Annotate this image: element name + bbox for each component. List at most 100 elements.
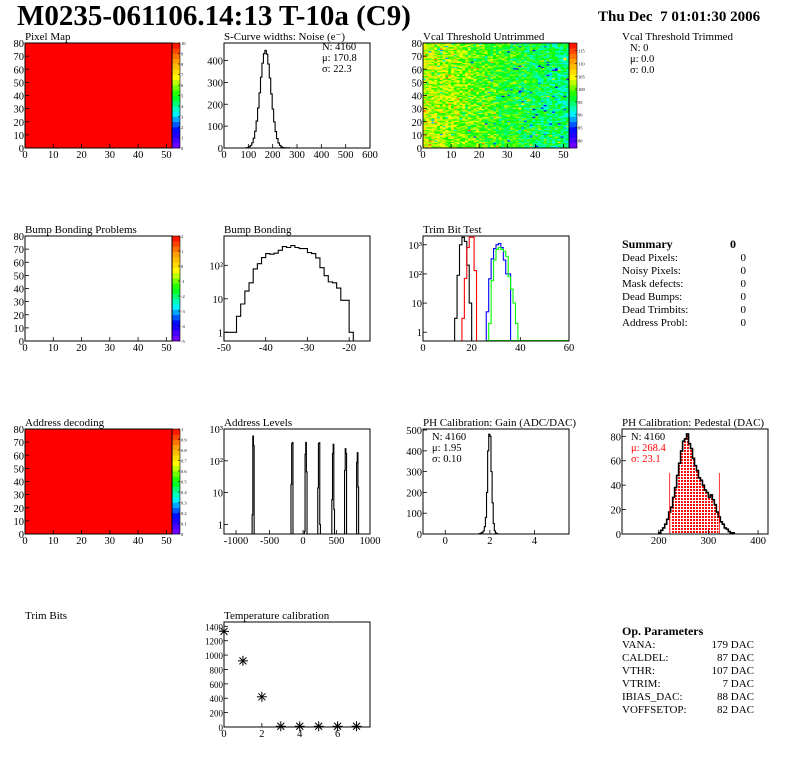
heatmap-cell	[484, 107, 488, 109]
heatmap-cell	[459, 54, 463, 57]
heatmap-cell	[512, 141, 516, 144]
heatmap-cell	[557, 109, 561, 112]
heatmap-cell	[554, 111, 559, 113]
heatmap-cell	[465, 91, 469, 94]
heatmap-cell	[532, 134, 536, 137]
heatmap-cell	[546, 54, 550, 57]
heatmap-cell	[481, 87, 486, 90]
y-tick-label: 80	[412, 39, 423, 50]
heatmap-cell	[560, 113, 564, 116]
heatmap-cell	[487, 142, 491, 145]
heatmap-cell	[501, 123, 505, 125]
heatmap-cell	[484, 133, 488, 136]
heatmap-cell	[493, 62, 497, 65]
heatmap-cell	[510, 113, 514, 116]
heatmap-cell	[462, 70, 466, 73]
heatmap-cell	[456, 116, 460, 119]
heatmap-cell	[462, 43, 466, 45]
heatmap-cell	[501, 130, 505, 133]
heatmap-cell	[549, 98, 553, 100]
heatmap-cell	[546, 70, 550, 73]
heatmap-cell	[453, 64, 457, 66]
heatmap-cell	[442, 107, 446, 109]
heatmap-cell	[434, 57, 438, 60]
heatmap-cell	[465, 44, 469, 46]
heatmap-cell	[538, 94, 542, 96]
heatmap-cell	[498, 83, 502, 86]
heatmap-cell	[493, 103, 497, 105]
heatmap-cell	[529, 98, 533, 100]
heatmap-cell	[470, 92, 474, 95]
heatmap-cell	[462, 107, 466, 109]
heatmap-cell	[560, 146, 564, 149]
heatmap-cell	[560, 116, 564, 119]
hist-fill	[692, 458, 695, 534]
heatmap-cell	[538, 117, 542, 120]
heatmap-cell	[512, 81, 516, 83]
heatmap-cell	[484, 136, 488, 138]
heatmap-cell	[540, 85, 545, 87]
heatmap-cell	[521, 106, 525, 108]
heatmap-cell	[510, 127, 514, 129]
heatmap-cell	[515, 129, 519, 132]
heatmap-cell	[442, 98, 446, 100]
heatmap-cell	[496, 79, 500, 82]
heatmap-cell	[487, 65, 491, 67]
heatmap-cell	[442, 128, 446, 130]
heatmap-cell	[552, 57, 556, 60]
heatmap-cell	[445, 66, 449, 69]
heatmap-cell	[566, 123, 570, 125]
heatmap-cell	[481, 103, 486, 105]
heatmap-cell	[467, 107, 472, 109]
heatmap-cell	[467, 56, 472, 58]
heatmap-cell	[532, 75, 536, 78]
heatmap-cell	[498, 98, 502, 100]
heatmap-cell	[524, 44, 528, 46]
heatmap-cell	[535, 111, 539, 113]
heatmap-cell	[462, 81, 466, 83]
heatmap-cell	[487, 46, 491, 49]
heatmap-cell	[456, 133, 460, 136]
heatmap-cell	[487, 83, 491, 86]
heatmap-cell	[439, 87, 443, 90]
heatmap-cell	[546, 67, 550, 70]
heatmap-cell	[496, 70, 500, 73]
heatmap-cell	[518, 83, 522, 86]
heatmap-cell	[484, 124, 488, 126]
heatmap-cell	[512, 69, 516, 71]
heatmap-cell	[473, 124, 477, 126]
heatmap-cell	[554, 60, 559, 62]
y-tick-label: 10³	[209, 425, 223, 436]
heatmap-cell	[467, 146, 472, 149]
heatmap-cell	[437, 67, 441, 70]
heatmap-cell	[518, 121, 522, 124]
summary-row: Dead Pixels: 0	[622, 252, 746, 265]
heatmap-cell	[442, 62, 446, 65]
heatmap-cell	[515, 62, 519, 65]
heatmap-cell	[484, 44, 488, 46]
heatmap-cell	[434, 53, 438, 56]
heatmap-cell	[538, 83, 542, 86]
heatmap-cell	[451, 117, 455, 120]
heatmap-cell	[470, 107, 474, 109]
heatmap-cell	[476, 99, 480, 102]
heatmap-cell	[504, 86, 508, 88]
heatmap-cell	[462, 96, 466, 99]
heatmap-cell	[484, 112, 488, 115]
heatmap-cell	[543, 90, 547, 92]
heatmap-cell	[566, 113, 570, 116]
heatmap-cell	[425, 44, 429, 46]
heatmap-cell	[554, 57, 559, 60]
heatmap-cell	[437, 65, 441, 67]
heatmap-cell	[467, 64, 472, 66]
heatmap-cell	[552, 146, 556, 149]
heatmap-cell	[496, 145, 500, 147]
heatmap-cell	[512, 50, 516, 53]
heatmap-cell	[465, 75, 469, 78]
heatmap-cell	[428, 125, 432, 128]
heatmap-cell	[467, 109, 472, 112]
heatmap-cell	[428, 58, 432, 61]
heatmap-cell	[549, 113, 553, 116]
heatmap-cell	[512, 127, 516, 129]
heatmap-cell	[524, 87, 528, 90]
